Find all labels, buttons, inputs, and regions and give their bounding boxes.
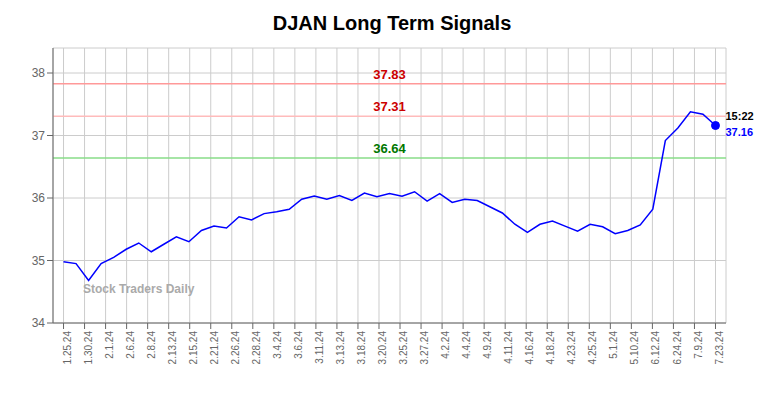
svg-text:4.2.24: 4.2.24 bbox=[440, 331, 451, 359]
svg-text:34: 34 bbox=[32, 316, 46, 330]
svg-text:2.1.24: 2.1.24 bbox=[104, 331, 115, 359]
svg-text:37.83: 37.83 bbox=[373, 67, 406, 82]
svg-text:3.11.24: 3.11.24 bbox=[314, 331, 325, 364]
svg-text:4.25.24: 4.25.24 bbox=[587, 331, 598, 365]
svg-text:4.23.24: 4.23.24 bbox=[566, 331, 577, 365]
svg-text:1.25.24: 1.25.24 bbox=[62, 331, 73, 365]
svg-text:36.64: 36.64 bbox=[373, 141, 406, 156]
svg-text:3.13.24: 3.13.24 bbox=[335, 331, 346, 365]
svg-text:37.16: 37.16 bbox=[725, 126, 753, 138]
svg-text:6.12.24: 6.12.24 bbox=[650, 331, 661, 365]
svg-text:36: 36 bbox=[32, 191, 46, 205]
svg-text:37.31: 37.31 bbox=[373, 99, 406, 114]
svg-text:3.4.24: 3.4.24 bbox=[272, 331, 283, 359]
svg-text:1.30.24: 1.30.24 bbox=[83, 331, 94, 365]
svg-text:4.11.24: 4.11.24 bbox=[503, 331, 514, 364]
svg-text:35: 35 bbox=[32, 254, 46, 268]
svg-text:Stock Traders Daily: Stock Traders Daily bbox=[83, 282, 195, 296]
html-text:DJAN Long Term Signals: DJAN Long Term Signals bbox=[272, 12, 512, 34]
svg-text:4.16.24: 4.16.24 bbox=[524, 331, 535, 365]
svg-text:3.27.24: 3.27.24 bbox=[419, 331, 430, 365]
svg-text:15:22: 15:22 bbox=[725, 110, 753, 122]
svg-text:6.24.24: 6.24.24 bbox=[672, 331, 683, 365]
svg-text:7.9.24: 7.9.24 bbox=[693, 331, 704, 359]
svg-text:2.28.24: 2.28.24 bbox=[251, 331, 262, 365]
svg-text:4.4.24: 4.4.24 bbox=[461, 331, 472, 359]
svg-text:5.10.24: 5.10.24 bbox=[629, 331, 640, 365]
svg-text:7.23.24: 7.23.24 bbox=[714, 331, 725, 365]
svg-text:2.8.24: 2.8.24 bbox=[146, 331, 157, 359]
svg-text:2.13.24: 2.13.24 bbox=[167, 331, 178, 365]
svg-text:2.21.24: 2.21.24 bbox=[209, 331, 220, 365]
svg-text:37: 37 bbox=[32, 129, 46, 143]
svg-text:3.18.24: 3.18.24 bbox=[356, 331, 367, 365]
svg-text:5.1.24: 5.1.24 bbox=[608, 331, 619, 359]
svg-text:2.6.24: 2.6.24 bbox=[125, 331, 136, 359]
svg-text:3.20.24: 3.20.24 bbox=[377, 331, 388, 365]
svg-text:3.25.24: 3.25.24 bbox=[398, 331, 409, 365]
svg-text:38: 38 bbox=[32, 66, 46, 80]
svg-text:2.15.24: 2.15.24 bbox=[188, 331, 199, 365]
svg-text:4.18.24: 4.18.24 bbox=[545, 331, 556, 365]
svg-text:3.6.24: 3.6.24 bbox=[293, 331, 304, 359]
svg-text:4.9.24: 4.9.24 bbox=[482, 331, 493, 359]
svg-text:2.26.24: 2.26.24 bbox=[230, 331, 241, 365]
